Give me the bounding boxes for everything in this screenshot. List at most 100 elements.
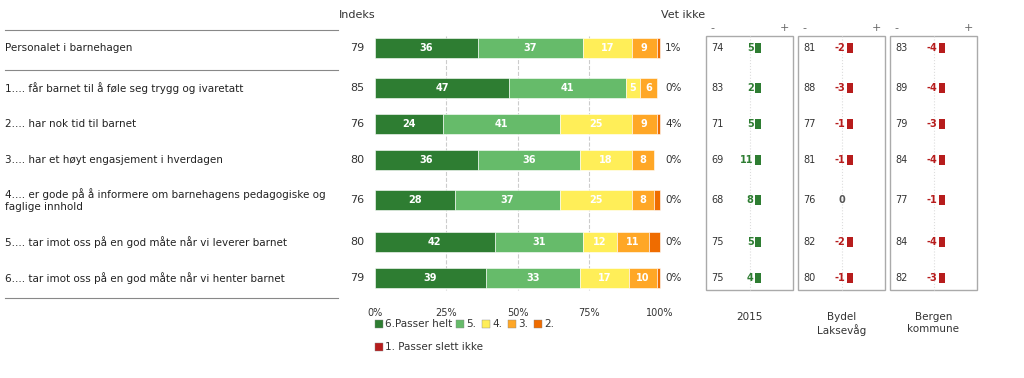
Text: 5.: 5.	[466, 319, 476, 329]
Text: 41: 41	[495, 119, 509, 129]
Bar	[847, 83, 853, 93]
Text: -2: -2	[835, 43, 846, 53]
Text: -1: -1	[835, 119, 846, 129]
Text: Personalet i barnehagen: Personalet i barnehagen	[5, 43, 132, 53]
Bar	[560, 190, 632, 210]
Text: Vet ikke: Vet ikke	[660, 10, 706, 20]
Text: 25: 25	[589, 119, 603, 129]
Text: 12: 12	[593, 237, 607, 247]
Text: 28: 28	[409, 195, 422, 205]
Bar	[482, 320, 490, 328]
Text: 11: 11	[626, 237, 640, 247]
Text: 82: 82	[803, 237, 815, 247]
Text: 41: 41	[560, 83, 574, 93]
Text: 8: 8	[639, 195, 646, 205]
Text: 36: 36	[522, 155, 536, 165]
Text: -: -	[710, 23, 714, 33]
Text: Bergen
kommune: Bergen kommune	[907, 312, 959, 334]
Bar	[939, 155, 944, 165]
Bar	[375, 150, 477, 170]
Text: 8: 8	[746, 195, 754, 205]
Text: 74: 74	[711, 43, 723, 53]
Bar	[798, 36, 885, 290]
Text: 100%: 100%	[646, 308, 674, 318]
Text: 80: 80	[803, 273, 815, 283]
Text: 37: 37	[523, 43, 537, 53]
Text: 1. Passer slett ikke: 1. Passer slett ikke	[385, 342, 483, 352]
Bar	[847, 43, 853, 53]
Bar	[617, 232, 648, 252]
Bar	[495, 232, 583, 252]
Text: 3.... har et høyt engasjement i hverdagen: 3.... har et høyt engasjement i hverdage…	[5, 155, 223, 165]
Text: -: -	[802, 23, 806, 33]
Text: 0%: 0%	[665, 155, 681, 165]
Bar	[939, 195, 944, 205]
Text: 80: 80	[350, 237, 365, 247]
Text: 11: 11	[740, 155, 754, 165]
Text: 2: 2	[746, 83, 754, 93]
Bar	[375, 78, 509, 98]
Text: 82: 82	[895, 273, 907, 283]
Bar	[632, 190, 654, 210]
Text: 68: 68	[711, 195, 723, 205]
Text: 85: 85	[350, 83, 365, 93]
Text: 75%: 75%	[578, 308, 600, 318]
Text: 79: 79	[350, 273, 365, 283]
Text: 88: 88	[803, 83, 815, 93]
Bar	[632, 150, 654, 170]
Bar	[890, 36, 977, 290]
Bar	[583, 38, 632, 58]
Text: 83: 83	[711, 83, 723, 93]
Text: 9: 9	[641, 119, 648, 129]
Bar	[939, 237, 944, 247]
Bar	[629, 268, 657, 288]
Text: +: +	[779, 23, 790, 33]
Bar	[755, 119, 761, 129]
Text: 6: 6	[645, 83, 652, 93]
Bar	[657, 114, 660, 134]
Bar	[657, 38, 660, 58]
Text: 2.... har nok tid til barnet: 2.... har nok tid til barnet	[5, 119, 136, 129]
Bar	[847, 273, 853, 283]
Bar	[456, 320, 464, 328]
Bar	[477, 38, 583, 58]
Text: 9: 9	[641, 43, 648, 53]
Text: 1.... får barnet til å føle seg trygg og ivaretatt: 1.... får barnet til å føle seg trygg og…	[5, 82, 244, 94]
Text: 75: 75	[711, 273, 724, 283]
Text: 37: 37	[501, 195, 514, 205]
Text: 81: 81	[803, 155, 815, 165]
Text: 77: 77	[803, 119, 815, 129]
Bar	[375, 232, 495, 252]
Bar	[648, 232, 660, 252]
Text: 4%: 4%	[665, 119, 682, 129]
Text: 5.... tar imot oss på en god måte når vi leverer barnet: 5.... tar imot oss på en god måte når vi…	[5, 236, 287, 248]
Bar	[755, 273, 761, 283]
Text: 71: 71	[711, 119, 723, 129]
Text: 79: 79	[350, 43, 365, 53]
Text: 0%: 0%	[665, 237, 681, 247]
Text: 0%: 0%	[665, 273, 681, 283]
Bar	[657, 268, 660, 288]
Text: +: +	[964, 23, 973, 33]
Text: 0%: 0%	[368, 308, 383, 318]
Text: 25%: 25%	[435, 308, 457, 318]
Text: 5: 5	[746, 119, 754, 129]
Bar	[477, 150, 581, 170]
Bar	[640, 78, 657, 98]
Text: 80: 80	[350, 155, 365, 165]
Text: 79: 79	[895, 119, 907, 129]
Bar	[455, 190, 560, 210]
Bar	[486, 268, 581, 288]
Text: 17: 17	[598, 273, 611, 283]
Text: -4: -4	[927, 43, 938, 53]
Bar	[847, 237, 853, 247]
Text: 5: 5	[746, 237, 754, 247]
Bar	[583, 232, 617, 252]
Text: 42: 42	[428, 237, 441, 247]
Text: 0: 0	[839, 195, 846, 205]
Bar	[375, 190, 455, 210]
Text: 76: 76	[350, 195, 365, 205]
Text: 77: 77	[895, 195, 907, 205]
Text: -: -	[894, 23, 898, 33]
Text: 1%: 1%	[665, 43, 682, 53]
